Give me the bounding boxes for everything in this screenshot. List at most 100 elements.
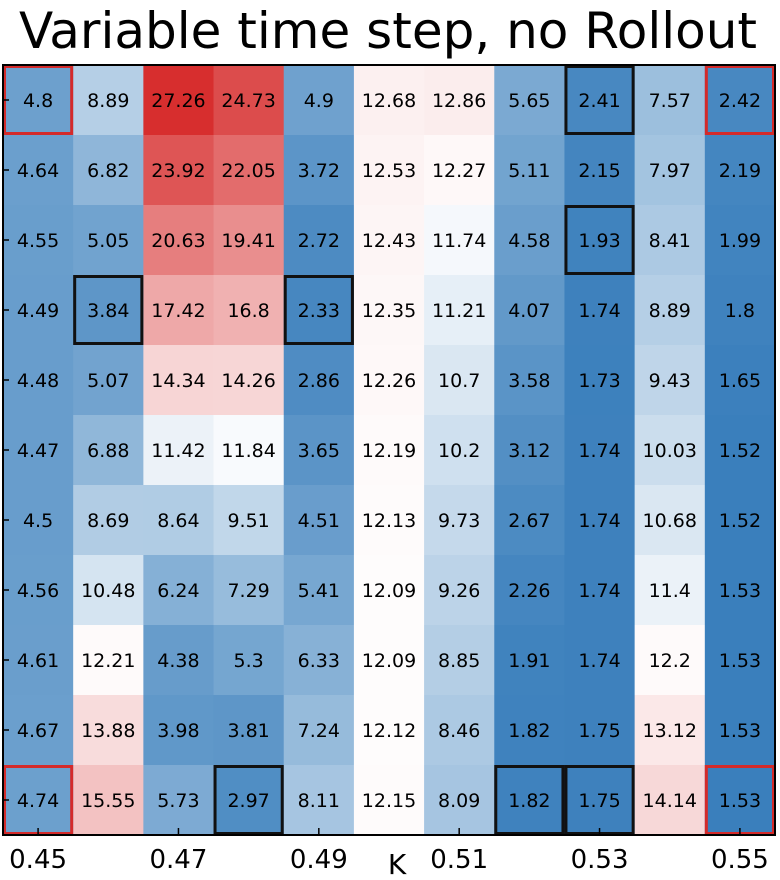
heatmap-cell (704, 485, 776, 556)
heatmap-cell (353, 765, 425, 836)
cell-value-label: 3.98 (157, 720, 199, 742)
heatmap-cell (353, 65, 425, 136)
cell-value-label: 1.53 (719, 790, 761, 812)
cell-value-label: 1.74 (578, 510, 620, 532)
heatmap-cell (634, 765, 706, 836)
heatmap-cell (283, 275, 355, 346)
cell-value-label: 1.99 (719, 230, 761, 252)
heatmap-cell (704, 345, 776, 416)
heatmap-cell (3, 555, 74, 626)
cell-value-label: 4.48 (17, 370, 59, 392)
cell-value-label: 4.5 (23, 510, 53, 532)
cell-value-label: 9.26 (438, 580, 480, 602)
cell-value-label: 5.73 (157, 790, 199, 812)
cell-value-label: 5.11 (508, 160, 550, 182)
heatmap-cell (494, 135, 565, 206)
cell-value-label: 1.91 (508, 650, 550, 672)
cell-value-label: 4.58 (508, 230, 550, 252)
heatmap-cell (73, 415, 144, 486)
cell-value-label: 10.48 (81, 580, 135, 602)
cell-value-label: 11.42 (151, 440, 205, 462)
black-highlight-box (283, 275, 354, 345)
x-axis-label: K (388, 848, 407, 880)
heatmap-cell (3, 695, 74, 766)
heatmap-cell (143, 695, 215, 766)
heatmap-cell (424, 65, 495, 136)
heatmap-cell (424, 345, 495, 416)
cell-value-label: 3.65 (298, 440, 340, 462)
cell-value-label: 12.35 (362, 300, 416, 322)
cell-value-label: 1.74 (578, 440, 620, 462)
heatmap-cell (564, 135, 636, 206)
cell-value-label: 13.12 (643, 720, 697, 742)
cell-value-label: 4.74 (17, 790, 59, 812)
heatmap-cell (704, 555, 776, 626)
heatmap-cell (3, 415, 74, 486)
cell-value-label: 11.4 (649, 580, 691, 602)
heatmap-cell (143, 65, 215, 136)
heatmap-cell (283, 135, 355, 206)
red-highlight-box (704, 65, 775, 135)
cell-value-label: 1.8 (725, 300, 755, 322)
cell-value-label: 12.27 (432, 160, 486, 182)
heatmap-cell (564, 415, 636, 486)
heatmap-cell (564, 205, 636, 276)
cell-value-label: 12.09 (362, 650, 416, 672)
x-tick-label: 0.53 (571, 845, 629, 875)
heatmap-cell (143, 765, 215, 836)
heatmap-cell (283, 765, 355, 836)
cell-value-label: 14.34 (151, 370, 205, 392)
cell-value-label: 7.24 (298, 720, 340, 742)
cell-value-label: 12.68 (362, 90, 416, 112)
cell-value-label: 20.63 (151, 230, 205, 252)
heatmap-cell (283, 65, 355, 136)
heatmap-cell (353, 345, 425, 416)
heatmap-cell (283, 625, 355, 696)
cell-value-label: 5.07 (87, 370, 129, 392)
cell-value-label: 12.53 (362, 160, 416, 182)
cell-value-label: 8.85 (438, 650, 480, 672)
heatmap-cell (3, 135, 74, 206)
heatmap-cell (634, 695, 706, 766)
black-highlight-box (494, 765, 565, 835)
cell-value-label: 4.55 (17, 230, 59, 252)
cell-value-label: 1.52 (719, 440, 761, 462)
heatmap-cell (73, 135, 144, 206)
cell-value-label: 4.56 (17, 580, 59, 602)
heatmap-cell (494, 65, 565, 136)
cell-value-label: 2.67 (508, 510, 550, 532)
cell-value-label: 16.8 (227, 300, 269, 322)
cell-value-label: 11.21 (432, 300, 486, 322)
heatmap-cell (73, 765, 144, 836)
heatmap-cell (73, 275, 144, 346)
heatmap-cell (353, 415, 425, 486)
cell-value-label: 3.72 (298, 160, 340, 182)
cell-value-label: 11.74 (432, 230, 486, 252)
heatmap-cells: 4.8 8.89 27.26 24.73 4.9 12.68 12.86 5.65 2.41 7.… (3, 65, 776, 836)
heatmap-cell (283, 345, 355, 416)
cell-value-label: 12.15 (362, 790, 416, 812)
heatmap-cell (3, 485, 74, 556)
cell-value-label: 13.88 (81, 720, 135, 742)
cell-value-label: 11.84 (221, 440, 275, 462)
cell-value-label: 8.69 (87, 510, 129, 532)
heatmap-cell (143, 415, 215, 486)
heatmap-cell (213, 415, 285, 486)
heatmap-cell (213, 485, 285, 556)
heatmap-cell (3, 205, 74, 276)
heatmap-cell (143, 555, 215, 626)
heatmap-cell (3, 65, 74, 136)
cell-value-label: 19.41 (221, 230, 275, 252)
cell-value-label: 2.19 (719, 160, 761, 182)
cell-value-label: 2.41 (578, 90, 620, 112)
heatmap-cell (704, 625, 776, 696)
cell-value-label: 2.97 (227, 790, 269, 812)
heatmap-cell (494, 765, 565, 836)
heatmap-cell (213, 695, 285, 766)
cell-value-label: 12.19 (362, 440, 416, 462)
heatmap-cell (424, 205, 495, 276)
heatmap-cell (143, 205, 215, 276)
cell-value-label: 12.43 (362, 230, 416, 252)
cell-value-label: 2.42 (719, 90, 761, 112)
heatmap-cell (353, 555, 425, 626)
